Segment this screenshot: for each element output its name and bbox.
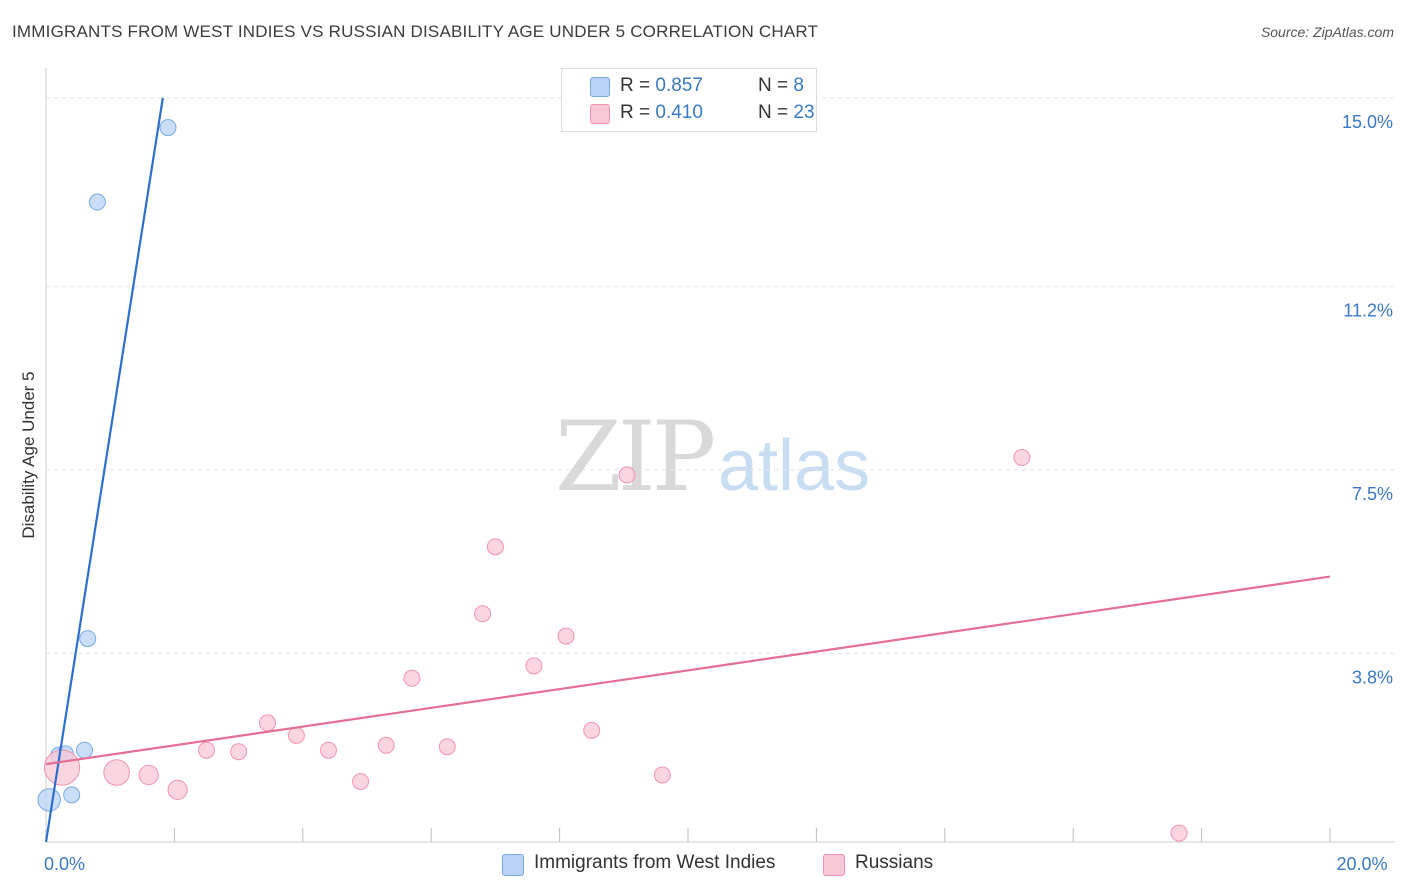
west-indies-point xyxy=(79,630,97,648)
russians-point xyxy=(230,743,248,761)
y-tick-label: 11.2% xyxy=(1343,300,1393,320)
russians-point xyxy=(377,736,395,754)
russians-point xyxy=(198,741,215,759)
russians-point xyxy=(653,766,671,784)
chart-title: IMMIGRANTS FROM WEST INDIES VS RUSSIAN D… xyxy=(12,22,819,41)
watermark-zip: ZIP xyxy=(555,401,714,513)
west-indies-swatch xyxy=(590,77,610,97)
russians-point xyxy=(486,538,504,556)
russians-point xyxy=(167,779,188,801)
west-indies-point xyxy=(88,193,106,211)
legend-label: Immigrants from West Indies xyxy=(534,852,776,873)
r-value: 0.857 xyxy=(655,75,703,96)
russians-point xyxy=(525,657,543,675)
russians-point xyxy=(618,466,636,484)
source-label: Source: ZipAtlas.com xyxy=(1260,24,1394,40)
x-tick-label: 0.0% xyxy=(44,854,85,874)
russians-point xyxy=(557,627,575,645)
russians-swatch xyxy=(590,104,610,124)
n-label: N = xyxy=(758,75,794,96)
n-value: 23 xyxy=(793,102,815,123)
russians-point xyxy=(258,714,276,732)
russians-point xyxy=(43,749,81,786)
stats-legend: R = 0.857 N = 8 R = 0.410 N = 23 xyxy=(561,68,817,132)
n-value: 8 xyxy=(793,75,804,96)
russians-point xyxy=(319,741,337,759)
russians-point xyxy=(438,738,456,756)
r-label: R = xyxy=(620,102,656,123)
n-label: N = xyxy=(758,102,794,123)
russians-point xyxy=(103,759,130,786)
y-tick-label: 15.0% xyxy=(1342,112,1393,132)
russians-point xyxy=(474,605,492,623)
russians-point xyxy=(352,772,370,790)
west-indies-point xyxy=(63,786,81,804)
russians-point xyxy=(1013,449,1031,467)
y-tick-label: 3.8% xyxy=(1352,667,1393,687)
y-tick-label: 7.5% xyxy=(1352,484,1393,504)
russians-point xyxy=(287,726,305,744)
west-indies-point xyxy=(159,119,177,137)
x-tick-label: 20.0% xyxy=(1336,854,1387,874)
west-indies-legend-swatch xyxy=(502,854,524,876)
west-indies-point xyxy=(37,788,61,812)
russians-point xyxy=(403,669,421,687)
r-label: R = xyxy=(620,75,656,96)
russians-point xyxy=(138,764,159,786)
russians-trendline xyxy=(45,575,1331,766)
west-indies-trendline xyxy=(44,97,164,843)
y-axis-label: Disability Age Under 5 xyxy=(19,371,38,538)
west-indies-point xyxy=(76,741,94,759)
russians-legend-swatch xyxy=(823,854,845,876)
watermark-atlas: atlas xyxy=(718,426,870,506)
legend-label: Russians xyxy=(855,852,934,873)
russians-point xyxy=(583,721,601,739)
r-value: 0.410 xyxy=(655,102,703,123)
russians-point xyxy=(1170,824,1188,842)
